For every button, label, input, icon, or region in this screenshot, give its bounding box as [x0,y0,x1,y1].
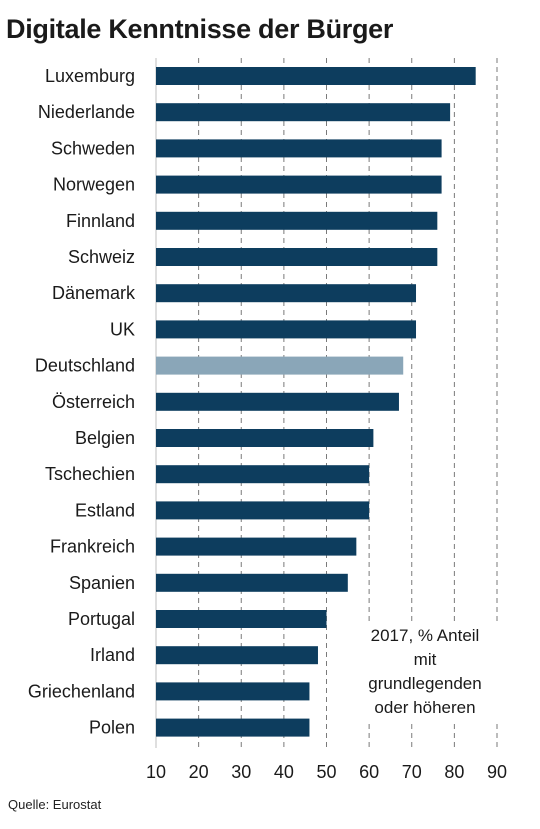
x-tick-label: 90 [487,762,507,782]
category-label: Schweden [51,138,135,158]
x-tick-label: 80 [444,762,464,782]
category-label: Irland [90,645,135,665]
category-label: Tschechien [45,464,135,484]
x-tick-label: 50 [316,762,336,782]
category-label: Deutschland [35,356,135,376]
x-tick-label: 40 [274,762,294,782]
bar [156,501,370,520]
category-label: Griechenland [28,681,135,701]
x-axis-ticks: 10 20 30 40 50 60 70 80 90 [146,762,507,782]
x-tick-label: 60 [359,762,379,782]
category-label: Österreich [52,392,135,412]
bar [156,175,442,194]
bar [156,718,310,737]
bar [156,537,357,556]
category-label: Luxemburg [45,66,135,86]
bar [156,465,370,484]
category-labels: Luxemburg Niederlande Schweden Norwegen Finn… [28,66,136,738]
category-label: Belgien [75,428,135,448]
bar [156,320,417,339]
x-tick-label: 30 [231,762,251,782]
x-tick-label: 20 [189,762,209,782]
x-tick-label: 10 [146,762,166,782]
annotation-line: 2017, % Anteil [370,626,480,645]
category-label: Frankreich [50,537,135,557]
chart-title: Digitale Kenntnisse der Bürger [6,14,394,44]
annotation-line: grundlegenden [368,674,482,693]
bar [156,67,476,85]
category-label: Niederlande [38,102,135,122]
category-label: Estland [75,500,135,520]
bar [156,646,318,665]
source-note: Quelle: Eurostat [8,797,102,812]
category-label: Portugal [68,609,135,629]
bar [156,211,438,230]
bar [156,573,348,592]
annotation-line: mit [413,650,437,669]
bar [156,103,451,122]
bar [156,284,417,303]
bars [156,67,476,737]
category-label: Dänemark [52,283,136,303]
category-label: Schweiz [68,247,135,267]
bar [156,139,442,158]
bar [156,682,310,701]
bar [156,610,327,628]
bar [156,248,438,266]
bar [156,392,399,411]
category-label: Norwegen [53,175,135,195]
x-tick-label: 70 [402,762,422,782]
category-label: Finnland [66,211,135,231]
annotation-box: 2017, % Anteil mit grundlegenden oder hö… [350,624,500,720]
category-label: Spanien [69,573,135,593]
bar [156,429,374,447]
category-label: UK [110,319,135,339]
annotation-line: oder höheren [374,698,476,717]
bar [156,356,404,375]
category-label: Polen [89,718,135,738]
